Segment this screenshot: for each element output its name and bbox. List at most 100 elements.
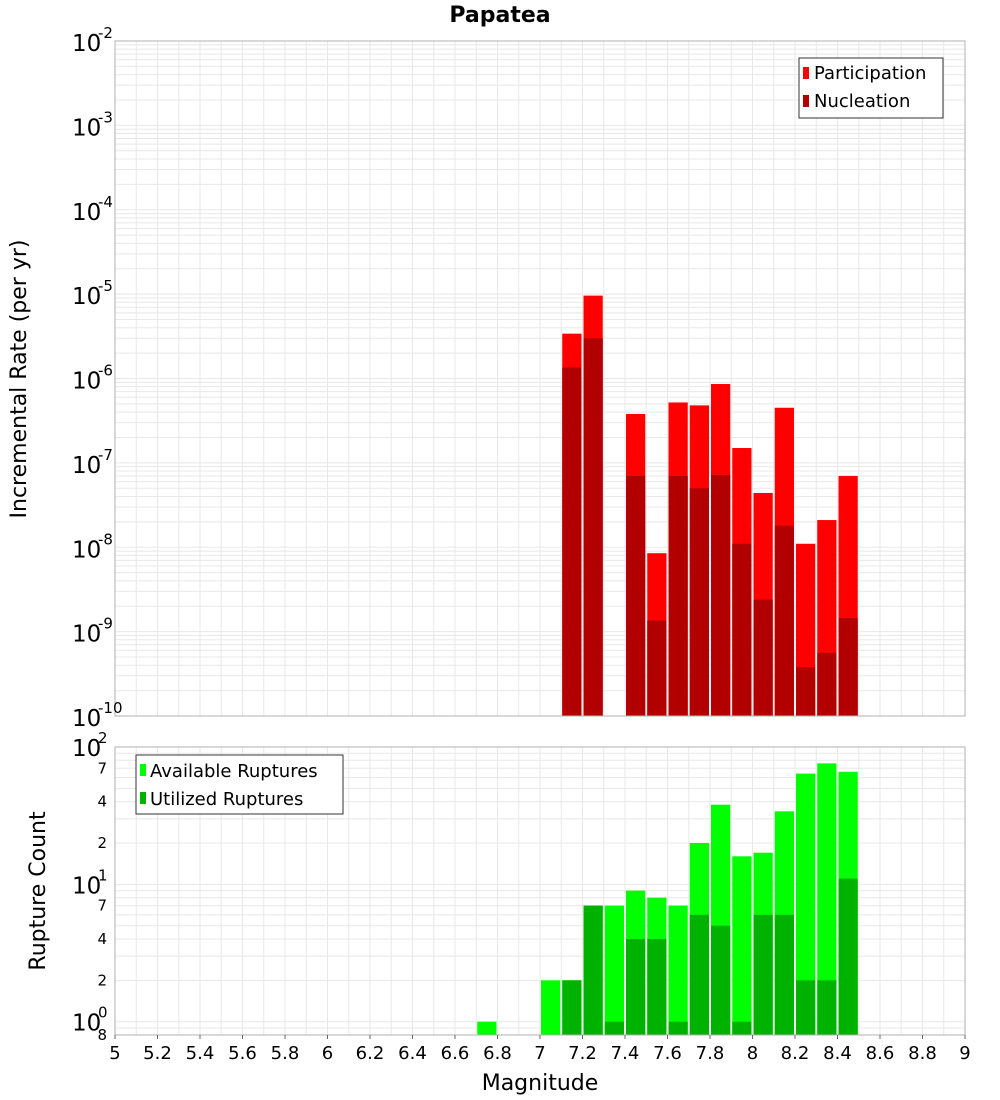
bottom-y-tick-label: 100 (72, 1004, 108, 1037)
nucleation-bar (796, 667, 816, 716)
utilized-bar (583, 905, 603, 1035)
tick-base: 10 (72, 1011, 101, 1037)
utilized-bar (647, 939, 667, 1035)
nucleation-bar (838, 618, 858, 716)
tick-exponent: -7 (98, 446, 113, 464)
utilized-bar (689, 914, 709, 1035)
chart-title: Papatea (449, 3, 550, 28)
utilized-bar (604, 1021, 624, 1035)
utilized-bar (732, 1021, 752, 1035)
top-legend-box (798, 57, 944, 119)
x-tick-label: 7.6 (653, 1043, 682, 1064)
nucleation-bar (626, 475, 646, 716)
available-bar (796, 773, 816, 1035)
x-tick-label: 5.2 (143, 1043, 172, 1064)
legend-label-participation: Participation (814, 63, 926, 84)
nucleation-bar (817, 652, 837, 716)
x-tick-label: 7 (534, 1043, 545, 1064)
x-tick-label: 5.4 (186, 1043, 215, 1064)
tick-exponent: -4 (98, 193, 113, 211)
utilized-bar (774, 914, 794, 1035)
x-tick-label: 5.6 (228, 1043, 257, 1064)
top-y-tick-label: 10-5 (72, 277, 113, 310)
tick-exponent: 2 (98, 729, 108, 747)
utilized-bar (711, 925, 731, 1035)
nucleation-bar (647, 620, 667, 716)
bottom-bars (477, 763, 858, 1035)
x-tick-label: 7.2 (568, 1043, 597, 1064)
available-bar (668, 905, 688, 1035)
bottom-legend: Available Ruptures Utilized Ruptures (135, 754, 344, 815)
tick-base: 10 (72, 453, 101, 479)
utilized-bar (668, 1021, 688, 1035)
bottom-y-minor-label: 7 (97, 897, 107, 915)
nucleation-bar (711, 474, 731, 716)
top-plot-area: 10-210-310-410-510-610-710-810-910-10 In… (7, 24, 966, 732)
bottom-y-minor-label: 4 (97, 930, 107, 948)
nucleation-bar (753, 599, 773, 716)
tick-base: 10 (72, 31, 101, 57)
tick-base: 10 (72, 622, 101, 648)
top-y-tick-label: 10-8 (72, 530, 113, 563)
bottom-y-minor-label: 2 (97, 834, 107, 852)
tick-base: 10 (72, 873, 101, 899)
legend-swatch-utilized (140, 792, 146, 804)
nucleation-bar (668, 475, 688, 716)
bottom-y-tick-label: 101 (72, 866, 108, 899)
utilized-bar (626, 939, 646, 1035)
available-bar (541, 980, 561, 1035)
utilized-bar (796, 980, 816, 1035)
x-tick-label: 6 (322, 1043, 333, 1064)
tick-base: 10 (72, 284, 101, 310)
x-tick-label: 5 (109, 1043, 120, 1064)
x-tick-label: 6.4 (398, 1043, 427, 1064)
tick-exponent: -9 (98, 615, 113, 633)
tick-exponent: -10 (98, 699, 123, 717)
utilized-bar (838, 878, 858, 1035)
tick-exponent: -2 (98, 24, 113, 42)
tick-base: 10 (72, 736, 101, 762)
nucleation-bar (774, 525, 794, 716)
nucleation-bar (562, 367, 582, 716)
x-tick-label: 5.8 (271, 1043, 300, 1064)
tick-exponent: 0 (98, 1004, 108, 1022)
top-grid (114, 41, 966, 717)
tick-base: 10 (72, 200, 101, 226)
available-bar (817, 763, 837, 1035)
tick-exponent: -6 (98, 362, 113, 380)
tick-base: 10 (72, 115, 101, 141)
tick-exponent: -8 (98, 530, 113, 548)
nucleation-bar (732, 543, 752, 716)
legend-label-nucleation: Nucleation (814, 91, 910, 112)
legend-swatch-participation (803, 67, 809, 79)
top-y-tick-label: 10-7 (72, 446, 113, 479)
x-tick-label: 6.2 (356, 1043, 385, 1064)
available-bar (604, 905, 624, 1035)
top-y-tick-label: 10-4 (72, 193, 113, 226)
top-y-tick-label: 10-10 (72, 699, 123, 732)
x-tick-label: 8.2 (781, 1043, 810, 1064)
x-tick-label: 7.8 (696, 1043, 725, 1064)
legend-label-utilized: Utilized Ruptures (150, 789, 303, 810)
tick-base: 10 (72, 537, 101, 563)
nucleation-bar (583, 338, 603, 716)
bottom-legend-box (135, 754, 344, 815)
top-y-tick-label: 10-2 (72, 24, 113, 57)
legend-swatch-available (140, 764, 146, 776)
x-tick-label: 8 (747, 1043, 758, 1064)
legend-swatch-nucleation (803, 95, 809, 107)
x-tick-label: 8.4 (823, 1043, 852, 1064)
bottom-y-minor-label: 4 (97, 793, 107, 811)
x-tick-label: 7.4 (611, 1043, 640, 1064)
x-tick-label: 6.8 (483, 1043, 512, 1064)
x-tick-label: 9 (959, 1043, 970, 1064)
tick-base: 10 (72, 706, 101, 732)
top-bars (562, 295, 858, 716)
bottom-y-axis-label: Rupture Count (26, 811, 51, 971)
legend-label-available: Available Ruptures (150, 761, 318, 782)
top-y-tick-labels: 10-210-310-410-510-610-710-810-910-10 (72, 24, 123, 732)
bottom-y-minor-label: 2 (97, 971, 107, 989)
